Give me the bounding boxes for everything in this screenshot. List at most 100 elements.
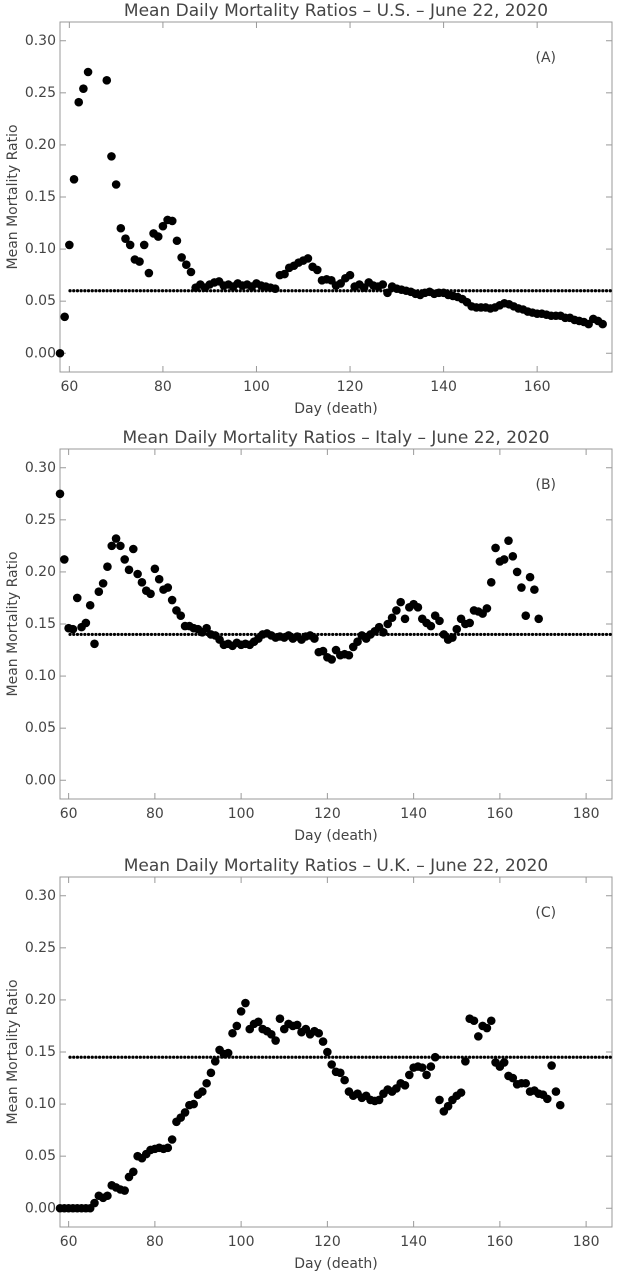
data-point	[525, 572, 535, 582]
data-point	[83, 67, 93, 77]
data-point	[90, 1198, 99, 1208]
data-point	[146, 589, 155, 599]
data-point	[129, 544, 138, 554]
data-point	[461, 1057, 470, 1066]
x-tick-label: 120	[314, 1234, 341, 1250]
y-tick-label: 0.20	[25, 564, 56, 580]
data-point	[180, 1108, 190, 1117]
data-point	[417, 1063, 427, 1072]
data-point	[103, 1191, 112, 1201]
data-point	[206, 1068, 216, 1078]
y-tick-label: 0.30	[25, 33, 56, 49]
data-point	[530, 585, 539, 594]
data-point	[482, 1023, 492, 1033]
y-tick-label: 0.25	[25, 85, 56, 101]
data-point	[228, 1028, 237, 1038]
data-point	[400, 614, 410, 624]
y-tick-label: 0.30	[25, 888, 56, 904]
data-point	[176, 611, 186, 620]
data-point	[378, 280, 388, 289]
data-point	[499, 1058, 509, 1067]
data-point	[547, 1061, 556, 1070]
y-tick-label: 0.10	[25, 241, 56, 257]
data-point	[499, 555, 509, 564]
data-point	[129, 1167, 138, 1177]
panel-label: (B)	[535, 477, 556, 493]
data-point	[469, 1016, 479, 1026]
data-point	[374, 1095, 384, 1105]
y-tick-label: 0.00	[25, 772, 56, 788]
data-point	[312, 265, 322, 275]
x-tick-label: 100	[243, 379, 270, 395]
y-tick-label: 0.15	[25, 616, 56, 632]
data-point	[241, 998, 250, 1008]
x-tick-label: 80	[154, 379, 172, 395]
y-tick-label: 0.25	[25, 512, 56, 528]
x-axis-label: Day (death)	[294, 828, 377, 844]
x-tick-label: 160	[487, 806, 514, 822]
data-point	[392, 606, 401, 615]
plot-frame	[59, 21, 613, 373]
data-point	[172, 236, 182, 246]
data-point	[474, 1032, 483, 1041]
data-point	[202, 1078, 211, 1088]
data-point	[314, 1028, 324, 1038]
x-tick-label: 160	[487, 1234, 514, 1250]
data-point	[486, 578, 496, 587]
data-point	[508, 1073, 518, 1083]
data-point	[598, 319, 607, 329]
x-tick-label: 160	[524, 379, 551, 395]
data-point	[98, 579, 108, 588]
data-point	[60, 312, 69, 322]
y-tick-label: 0.15	[25, 1044, 56, 1060]
x-axis-label: Day (death)	[294, 401, 377, 417]
data-point	[139, 240, 149, 250]
data-point	[189, 1099, 198, 1109]
data-point	[491, 543, 500, 553]
data-point	[271, 1036, 280, 1045]
data-point	[387, 613, 397, 623]
data-point	[254, 1017, 263, 1027]
data-point	[512, 567, 522, 577]
x-tick-label: 120	[337, 379, 364, 395]
data-point	[223, 1048, 233, 1058]
data-point	[486, 1016, 496, 1026]
chart-title: Mean Daily Mortality Ratios – U.S. – Jun…	[124, 1, 548, 21]
data-point	[79, 84, 88, 93]
data-point	[90, 639, 99, 649]
data-point	[158, 221, 168, 231]
data-point	[236, 1007, 246, 1016]
data-point	[198, 1087, 207, 1096]
data-point	[154, 574, 164, 584]
data-point	[555, 1100, 565, 1110]
data-point	[405, 1070, 414, 1080]
y-tick-label: 0.10	[25, 1096, 56, 1112]
data-point	[517, 583, 526, 592]
data-point	[167, 1135, 177, 1144]
data-point	[551, 1087, 561, 1096]
data-point	[323, 1047, 332, 1057]
data-point	[135, 257, 144, 266]
y-axis-label: Mean Mortality Ratio	[5, 124, 21, 269]
data-point	[121, 234, 130, 243]
data-point	[336, 1068, 345, 1078]
y-tick-label: 0.10	[25, 668, 56, 684]
data-point	[345, 270, 355, 280]
data-point	[150, 564, 160, 574]
data-point	[400, 1081, 410, 1090]
data-point	[133, 569, 142, 579]
data-point	[210, 1057, 220, 1066]
data-point	[116, 541, 125, 551]
data-point	[177, 253, 186, 262]
data-point	[413, 603, 423, 612]
data-point	[270, 284, 280, 293]
data-point	[167, 595, 177, 605]
data-point	[81, 618, 91, 628]
data-point	[186, 267, 196, 277]
y-tick-label: 0.20	[25, 137, 56, 153]
y-tick-label: 0.00	[25, 345, 56, 361]
data-point	[422, 1070, 431, 1080]
x-tick-label: 180	[573, 806, 600, 822]
data-point	[383, 619, 393, 629]
data-point	[85, 600, 95, 610]
